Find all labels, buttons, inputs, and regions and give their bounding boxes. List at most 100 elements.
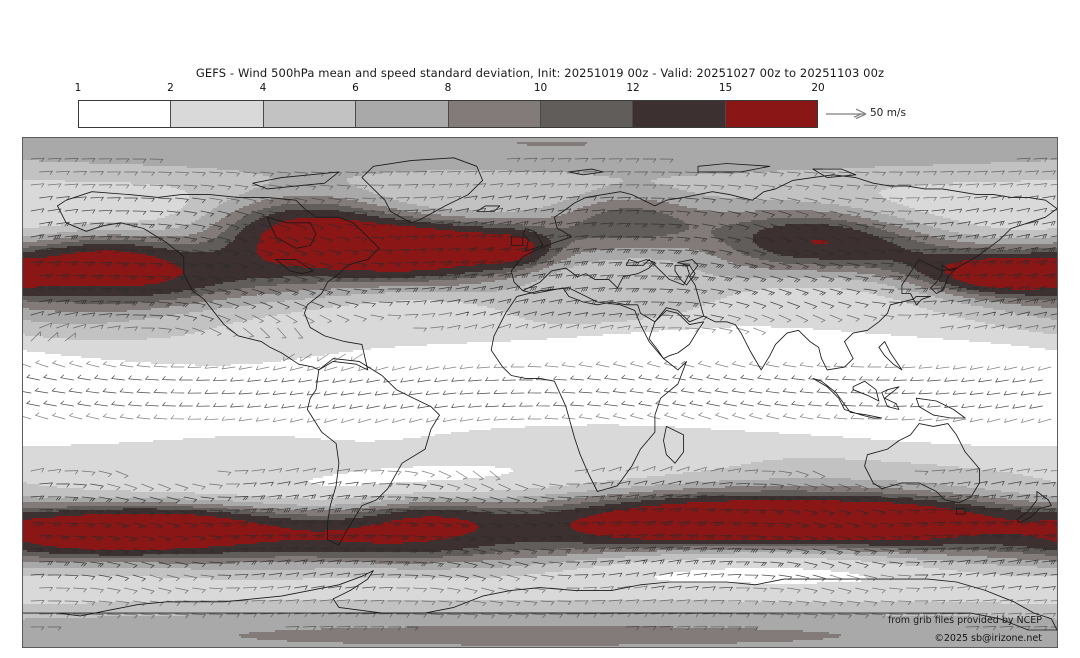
wind-barb xyxy=(744,262,758,270)
coastline-path-22 xyxy=(476,205,501,212)
wind-barb xyxy=(442,390,457,395)
wind-barb xyxy=(940,534,954,540)
wind-barb xyxy=(404,261,419,267)
wind-barb xyxy=(107,171,121,176)
wind-barb xyxy=(676,314,691,320)
wind-barb xyxy=(583,274,597,279)
wind-barb xyxy=(923,196,937,201)
wind-barb xyxy=(625,158,640,163)
wind-barb xyxy=(600,560,614,565)
wind-barb xyxy=(506,233,521,239)
wind-barb xyxy=(646,387,661,394)
wind-barb xyxy=(132,236,147,241)
wind-barb xyxy=(162,402,176,407)
wind-barb xyxy=(421,522,436,528)
wind-barb xyxy=(540,234,555,240)
wind-barb xyxy=(413,196,427,201)
wind-barb xyxy=(515,483,529,492)
wind-barb xyxy=(98,522,113,529)
wind-barb xyxy=(821,483,835,492)
wind-barb xyxy=(642,494,657,500)
wind-barb xyxy=(748,387,763,394)
wind-barb xyxy=(638,400,652,407)
wind-barb xyxy=(642,184,657,189)
wind-barb xyxy=(260,586,274,591)
wind-barb xyxy=(311,301,325,310)
wind-barb xyxy=(889,197,903,202)
wind-barb xyxy=(145,375,159,381)
wind-barb xyxy=(64,600,79,605)
wind-barb xyxy=(43,374,57,381)
wind-barb xyxy=(234,236,248,244)
wind-barb xyxy=(357,391,372,396)
wind-barb xyxy=(855,171,869,177)
wind-barb xyxy=(353,626,368,631)
wind-barb xyxy=(158,301,172,307)
wind-barb xyxy=(115,574,129,582)
wind-barb xyxy=(30,234,45,240)
wind-barb xyxy=(298,404,312,409)
wind-barb xyxy=(510,415,525,420)
coastline-path-13 xyxy=(956,507,966,515)
wind-barb xyxy=(523,311,537,316)
wind-barb xyxy=(693,547,708,552)
wind-barb xyxy=(209,613,223,618)
wind-barb xyxy=(651,249,665,254)
wind-barb xyxy=(81,235,96,240)
wind-barb xyxy=(47,548,62,553)
wind-barb xyxy=(923,222,937,227)
wind-barb xyxy=(379,560,393,566)
wind-barb xyxy=(850,414,865,420)
wind-barb xyxy=(39,221,53,227)
page-title: GEFS - Wind 500hPa mean and speed standa… xyxy=(195,66,885,80)
wind-barb xyxy=(719,613,733,618)
wind-barb xyxy=(51,387,66,394)
map-canvas xyxy=(23,138,1057,647)
wind-barb xyxy=(387,626,402,631)
wind-barb xyxy=(595,413,610,420)
wind-barb xyxy=(889,509,903,515)
wind-barb xyxy=(863,522,878,529)
wind-barb xyxy=(829,210,843,218)
wind-barb xyxy=(863,574,877,582)
wind-barb xyxy=(47,574,62,579)
wind-barb xyxy=(277,171,291,177)
wind-barb xyxy=(307,366,321,371)
wind-barb xyxy=(260,223,274,231)
wind-barb xyxy=(489,600,504,607)
wind-barb xyxy=(489,285,504,291)
wind-barb xyxy=(425,365,440,370)
wind-barb xyxy=(901,364,916,369)
wind-barb xyxy=(625,288,640,293)
wind-barb xyxy=(1050,626,1057,628)
wind-barb xyxy=(464,587,478,594)
wind-barb xyxy=(642,546,657,552)
wind-barb xyxy=(162,376,176,381)
wind-barb xyxy=(540,496,555,503)
wind-barb xyxy=(795,314,809,323)
wind-barb xyxy=(383,404,397,409)
wind-barb xyxy=(183,548,198,555)
wind-barb xyxy=(353,572,368,578)
wind-barb xyxy=(366,378,380,383)
wind-barb xyxy=(617,480,631,486)
wind-barb xyxy=(736,249,750,256)
wind-barb xyxy=(285,572,300,577)
wind-barb xyxy=(540,183,555,188)
wind-barb xyxy=(64,496,79,502)
wind-barb xyxy=(574,208,589,214)
wind-barb xyxy=(455,260,470,266)
wind-barb xyxy=(659,520,674,527)
wind-barb xyxy=(770,301,784,309)
wind-barb xyxy=(578,413,593,420)
wind-barb xyxy=(642,520,657,527)
wind-barb xyxy=(183,574,198,581)
wind-barb xyxy=(846,496,860,504)
wind-barb xyxy=(630,360,644,368)
wind-barb xyxy=(438,312,453,317)
wind-barb xyxy=(736,587,750,592)
wind-barb xyxy=(64,332,76,342)
wind-barb xyxy=(30,626,45,631)
wind-barb xyxy=(98,209,113,215)
wind-barb xyxy=(175,509,189,516)
